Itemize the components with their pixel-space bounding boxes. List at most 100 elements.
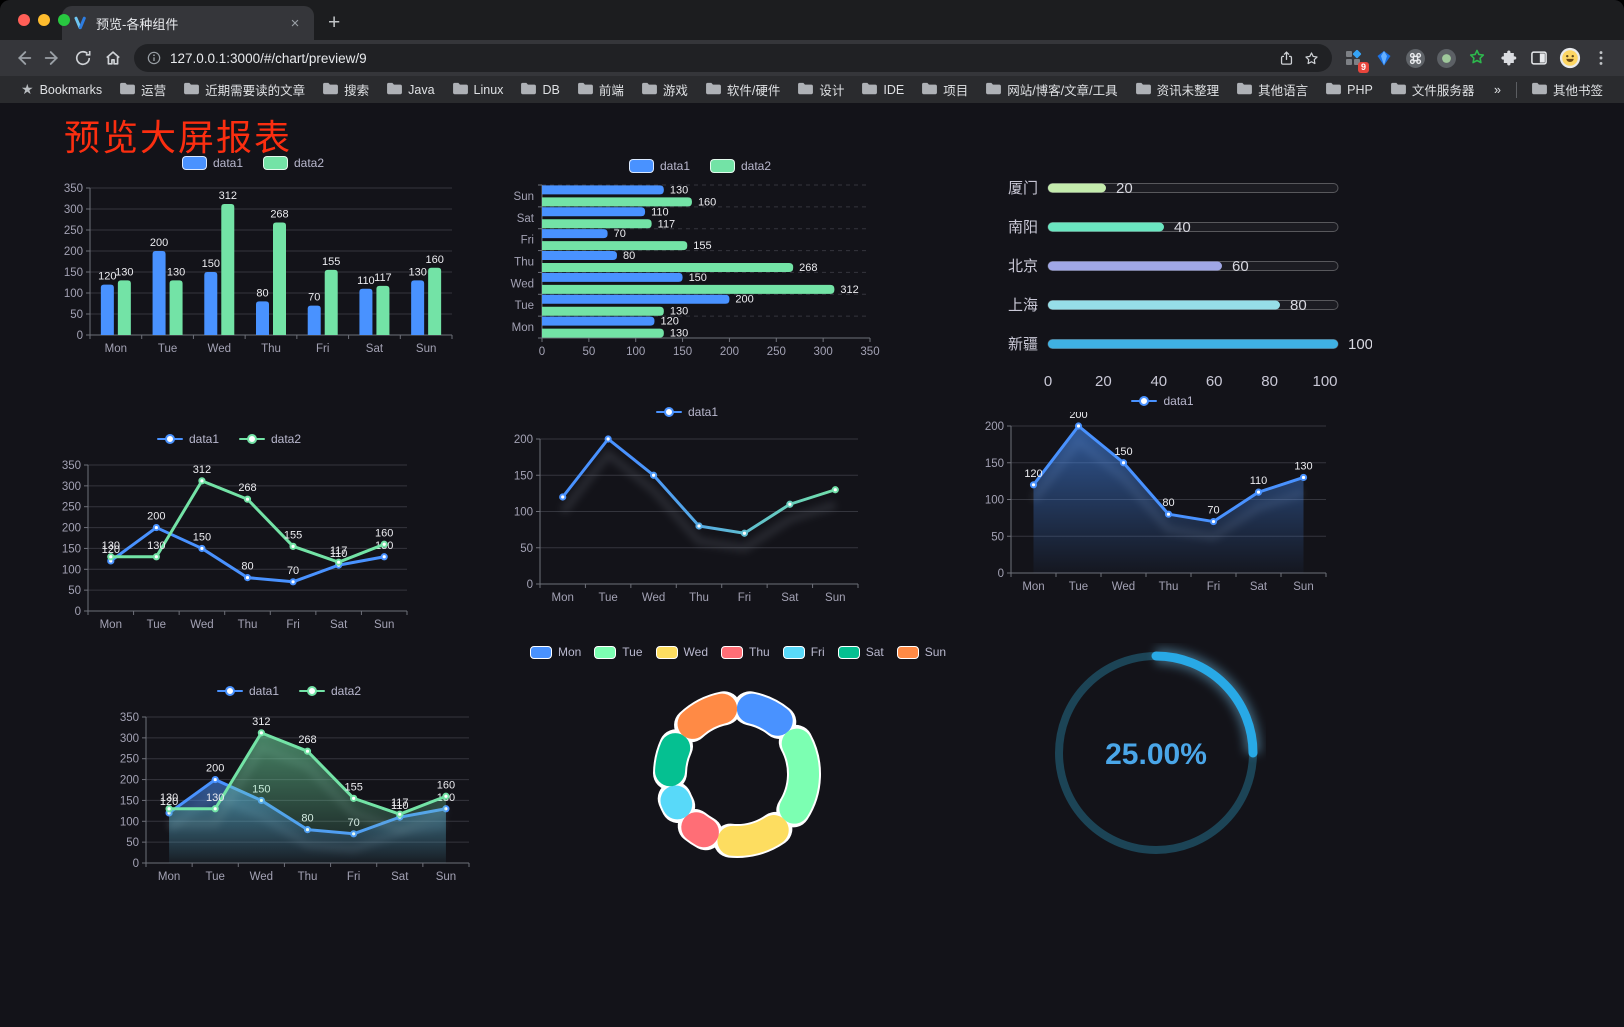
bookmark-folder-5[interactable]: DB bbox=[512, 76, 568, 103]
chart-canvas-donut[interactable] bbox=[558, 663, 918, 867]
browser-tab[interactable]: 预览-各种组件 × bbox=[62, 6, 314, 40]
legend-swatch-data1 bbox=[156, 433, 183, 445]
bookmark-folder-2[interactable]: 搜索 bbox=[314, 76, 378, 103]
bar bbox=[542, 219, 652, 229]
legend-item-data1[interactable]: data1 bbox=[181, 156, 243, 170]
bookmark-folder-1[interactable]: 近期需要读的文章 bbox=[175, 76, 314, 103]
svg-text:80: 80 bbox=[1261, 373, 1278, 390]
chart-canvas-progress[interactable]: 厦门 20 南阳 40 北京 60 上海 80 新疆 100 0 20 40 60 80 100 bbox=[1000, 160, 1372, 390]
url-text[interactable]: 127.0.0.1:3000/#/chart/preview/9 bbox=[170, 50, 367, 66]
legend-item-Wed[interactable]: Wed bbox=[655, 645, 708, 659]
svg-text:130: 130 bbox=[206, 792, 224, 804]
extensions-puzzle-icon[interactable] bbox=[1497, 47, 1519, 69]
bookmark-folder-6[interactable]: 前端 bbox=[569, 76, 633, 103]
bookmark-folder-3[interactable]: Java bbox=[378, 76, 443, 103]
legend-item-Mon[interactable]: Mon bbox=[529, 645, 581, 659]
chart-canvas-gauge[interactable]: 25.00% bbox=[1046, 643, 1266, 863]
svg-text:20: 20 bbox=[1095, 373, 1112, 390]
legend-item-data2[interactable]: data2 bbox=[710, 159, 771, 173]
chart-canvas-bar-vertical[interactable]: 0 50 100 150 200 250 300 350 Mon Tue Wed Thu Fri Sat S… bbox=[48, 174, 458, 364]
svg-text:150: 150 bbox=[120, 795, 139, 807]
data-point bbox=[1029, 481, 1038, 489]
bookmark-folder-10[interactable]: IDE bbox=[853, 76, 913, 103]
bookmarks-overflow-chevron[interactable]: » bbox=[1494, 82, 1501, 97]
legend-item-data1[interactable]: data1 bbox=[216, 684, 279, 698]
legend-item-data2[interactable]: data2 bbox=[299, 684, 361, 698]
chart-canvas-line-dual[interactable]: 0 50 100 150 200 250 300 350 Mon Tue Wed Thu Fri Sat S… bbox=[45, 450, 413, 640]
bookmark-folder-8[interactable]: 软件/硬件 bbox=[697, 76, 789, 103]
chart-canvas-area-dual[interactable]: 0 50 100 150 200 250 300 350 Mon Tue Wed Thu Fri Sat S… bbox=[103, 702, 475, 892]
svg-text:上海: 上海 bbox=[1008, 297, 1038, 314]
other-bookmarks[interactable]: 其他书签 bbox=[1523, 76, 1612, 103]
bookmark-folder-0[interactable]: 运营 bbox=[111, 76, 175, 103]
extension-green-star-icon[interactable] bbox=[1466, 47, 1488, 69]
data-point bbox=[442, 792, 450, 800]
svg-text:200: 200 bbox=[147, 511, 165, 523]
chart-progress[interactable]: 厦门 20 南阳 40 北京 60 上海 80 新疆 100 0 20 40 60 80 100 bbox=[1000, 160, 1372, 390]
extension-recorder-icon[interactable] bbox=[1435, 47, 1457, 69]
bookmarks-divider bbox=[1515, 81, 1517, 98]
legend-item-Thu[interactable]: Thu bbox=[721, 645, 770, 659]
chart-line-dual[interactable]: data1 data2 0 50 100 150 200 250 300 350 Mon Tue Wed… bbox=[45, 428, 413, 640]
reload-button[interactable] bbox=[68, 43, 98, 73]
profile-avatar[interactable] bbox=[1559, 47, 1581, 69]
bookmark-folder-12[interactable]: 网站/博客/文章/工具 bbox=[977, 76, 1126, 103]
chart-canvas-line-gradient[interactable]: 0 50 100 150 200 Mon Tue Wed Thu Fri Sat Sun bbox=[503, 423, 871, 613]
chart-area-dual[interactable]: data1 data2 0 50 100 150 200 250 300 350 Mon Tue Wed… bbox=[103, 680, 475, 892]
bookmark-folder-4[interactable]: Linux bbox=[444, 76, 513, 103]
legend-item-data1[interactable]: data1 bbox=[1131, 394, 1194, 408]
address-bar[interactable]: 127.0.0.1:3000/#/chart/preview/9 bbox=[134, 44, 1332, 72]
back-button[interactable] bbox=[8, 43, 38, 73]
bookmark-folder-9-icon bbox=[798, 82, 814, 98]
menu-kebab-icon[interactable] bbox=[1590, 47, 1612, 69]
extension-grid-icon[interactable]: 9 bbox=[1342, 47, 1369, 73]
bar bbox=[307, 305, 321, 335]
chart-line-gradient[interactable]: data1 0 50 100 150 200 Mon Tue Wed Thu Fri Sat Sun bbox=[503, 401, 871, 613]
home-button[interactable] bbox=[98, 43, 128, 73]
chart-bar-vertical[interactable]: data1 data2 0 50 100 150 200 250 300 350 Mon Tue Wed… bbox=[48, 152, 458, 364]
tab-close-icon[interactable]: × bbox=[290, 14, 300, 32]
legend-item-data1[interactable]: data1 bbox=[655, 405, 718, 419]
forward-button[interactable] bbox=[38, 43, 68, 73]
chart-line-area[interactable]: data1 0 50 100 150 200 Mon Tue Wed Thu Fri Sat Sun 12… bbox=[985, 390, 1340, 600]
chart-gauge[interactable]: 25.00% bbox=[1046, 643, 1266, 863]
bookmark-folder-9[interactable]: 设计 bbox=[789, 76, 853, 103]
svg-text:268: 268 bbox=[238, 482, 256, 494]
site-info-icon[interactable] bbox=[146, 50, 162, 66]
bookmark-folder-7[interactable]: 游戏 bbox=[633, 76, 697, 103]
legend: data1 data2 bbox=[103, 680, 475, 702]
chart-donut[interactable]: Mon Tue Wed Thu Fri Sat Sun bbox=[529, 641, 946, 867]
side-panel-icon[interactable] bbox=[1528, 47, 1550, 69]
svg-text:60: 60 bbox=[1232, 258, 1249, 275]
bookmark-folder-13[interactable]: 资讯未整理 bbox=[1127, 76, 1229, 103]
data-point bbox=[1164, 510, 1173, 518]
bookmark-folder-11[interactable]: 项目 bbox=[913, 76, 977, 103]
legend-item-Fri[interactable]: Fri bbox=[782, 645, 825, 659]
new-tab-button[interactable]: + bbox=[328, 11, 341, 34]
extension-command-icon[interactable] bbox=[1404, 47, 1426, 69]
extension-gem-icon[interactable] bbox=[1373, 47, 1395, 69]
legend-label: Fri bbox=[810, 645, 825, 659]
legend-item-data2[interactable]: data2 bbox=[263, 156, 324, 170]
bookmarks-home[interactable]: ★ Bookmarks bbox=[12, 76, 111, 103]
bookmark-star-icon[interactable] bbox=[1303, 50, 1320, 67]
legend-item-Sun[interactable]: Sun bbox=[896, 645, 946, 659]
bookmark-folder-14[interactable]: 其他语言 bbox=[1228, 76, 1317, 103]
legend-item-data1[interactable]: data1 bbox=[628, 159, 690, 173]
share-icon[interactable] bbox=[1278, 50, 1295, 67]
window-zoom-button[interactable] bbox=[58, 14, 70, 26]
chart-bar-horizontal[interactable]: data1 data2 Sun 130 160 Sat 110 117 Fri 70 155 Thu 8… bbox=[500, 155, 900, 367]
legend-item-Sat[interactable]: Sat bbox=[837, 645, 884, 659]
legend-item-data1[interactable]: data1 bbox=[156, 432, 219, 446]
legend-item-Tue[interactable]: Tue bbox=[594, 645, 643, 659]
chart-canvas-line-area[interactable]: 0 50 100 150 200 Mon Tue Wed Thu Fri Sat Sun 120 200 1… bbox=[985, 412, 1340, 600]
window-close-button[interactable] bbox=[18, 14, 30, 26]
bookmark-folder-15[interactable]: PHP bbox=[1317, 76, 1382, 103]
svg-text:80: 80 bbox=[1290, 297, 1307, 314]
svg-text:Tue: Tue bbox=[515, 300, 534, 312]
bookmark-folder-16[interactable]: 文件服务器 bbox=[1382, 76, 1484, 103]
window-minimize-button[interactable] bbox=[38, 14, 50, 26]
area-fill bbox=[1033, 426, 1304, 573]
legend-item-data2[interactable]: data2 bbox=[239, 432, 301, 446]
